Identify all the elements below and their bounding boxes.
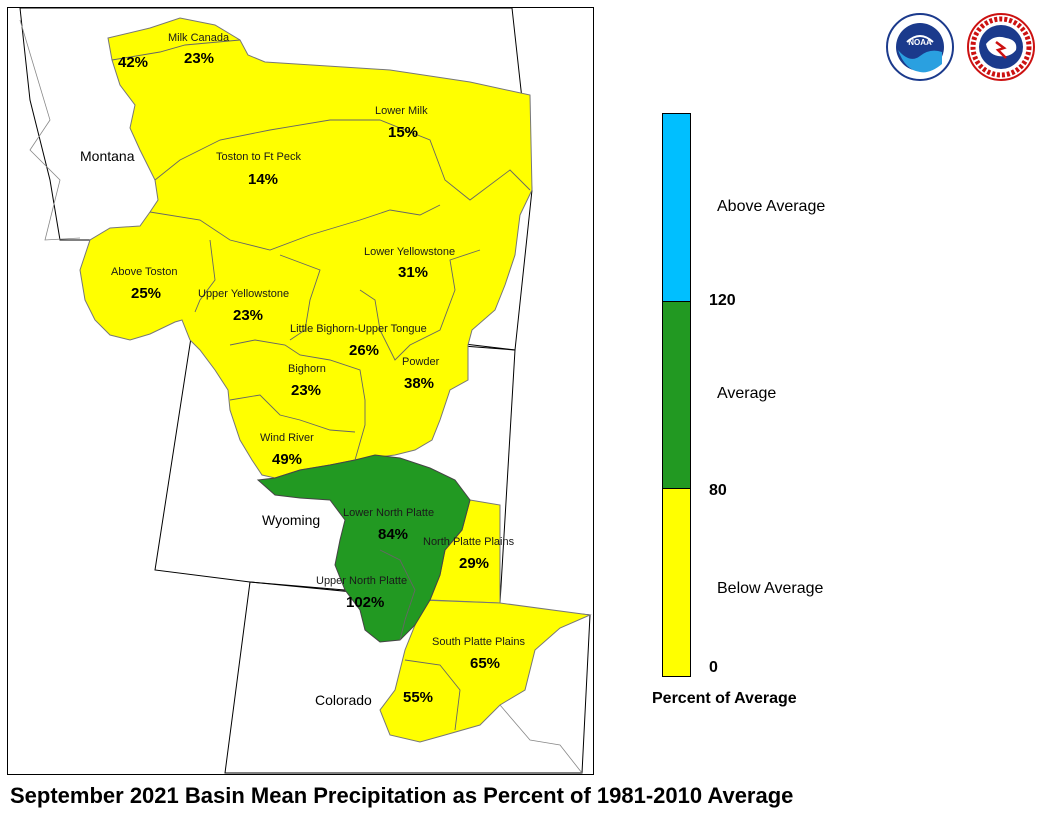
basin-pct-lower-milk: 15% [388,124,418,141]
basin-pct-wind-river: 49% [272,451,302,468]
basin-pct-above-toston: 25% [131,285,161,302]
divide-9 [379,549,416,641]
state-label-wyoming: Wyoming [262,512,320,528]
state-label-montana: Montana [80,148,135,164]
basin-pct-upper-north-platte: 102% [346,594,384,611]
page-title: September 2021 Basin Mean Precipitation … [10,783,794,808]
basin-label-south-platte-plains: South Platte Plains [432,636,525,648]
basin-region-montana [79,17,533,479]
state-labels: Montana Wyoming Colorado [80,148,372,708]
basin-pct-lower-north-platte: 84% [378,526,408,543]
divide-6 [359,249,481,361]
basin-label-lower-north-platte: Lower North Platte [343,507,434,519]
basin-label-upper-yellowstone: Upper Yellowstone [198,288,289,300]
noaa-logo: NOAA [886,13,954,81]
basin-map: Montana Wyoming Colorado Milk Canada 23%… [19,7,592,774]
divide-7 [229,339,366,461]
state-label-colorado: Colorado [315,692,372,708]
basin-pct-powder: 38% [404,375,434,392]
divide-8 [229,394,356,433]
basin-label-little-bighorn-upper-tongue: Little Bighorn-Upper Tongue [290,323,427,335]
basin-label-powder: Powder [402,356,440,368]
legend-label-above-average: Above Average [717,198,826,215]
divide-10 [404,659,461,731]
basin-label-toston-to-ft-peck: Toston to Ft Peck [216,151,301,163]
divide-3 [149,204,441,251]
divide-5 [279,254,321,341]
basin-pct-south-platte-mountains: 55% [403,689,433,706]
basin-label-lower-yellowstone: Lower Yellowstone [364,246,455,258]
basin-label-wind-river: Wind River [260,432,314,444]
basin-pct-upper-yellowstone: 23% [233,307,263,324]
basin-label-milk-canada: Milk Canada [168,32,230,44]
basin-pct-bighorn: 23% [291,382,321,399]
basins-below-average [79,17,592,743]
noaa-logo-text: NOAA [908,38,932,47]
state-boundaries-gray [19,19,583,774]
montana-west-edge [19,19,81,241]
legend-label-average: Average [717,385,777,402]
nws-logo [967,13,1035,81]
basin-region-north-platte [256,454,471,643]
legend-tick-0: 0 [709,659,718,676]
legend-band-below-average [662,488,691,677]
basin-label-above-toston: Above Toston [111,266,177,278]
basin-pct-st-mary: 42% [118,54,148,71]
basins-average [256,454,471,643]
basin-label-bighorn: Bighorn [288,363,326,375]
basin-labels: Milk Canada 23% 42% Lower Milk 15% Tosto… [111,32,525,706]
legend-label-below-average: Below Average [717,580,824,597]
basin-divides [111,39,531,731]
legend-band-average [662,301,691,489]
basin-label-north-platte-plains: North Platte Plains [423,536,515,548]
divide-1 [111,39,241,61]
basin-pct-toston-to-ft-peck: 14% [248,171,278,188]
basin-region-south-platte [379,599,592,743]
basin-pct-south-platte-plains: 65% [470,655,500,672]
basin-pct-little-bighorn-upper-tongue: 26% [349,342,379,359]
basin-pct-milk-canada: 23% [184,50,214,67]
basin-label-upper-north-platte: Upper North Platte [316,575,407,587]
legend-tick-120: 120 [709,292,736,309]
legend-band-above-average [662,113,691,302]
legend-title: Percent of Average [652,690,797,707]
basin-pct-lower-yellowstone: 31% [398,264,428,281]
basin-pct-north-platte-plains: 29% [459,555,489,572]
legend-tick-80: 80 [709,482,727,499]
divide-2 [154,119,531,201]
colorado-se-edge [499,704,583,774]
basin-label-lower-milk: Lower Milk [375,105,428,117]
divide-4 [194,239,216,313]
